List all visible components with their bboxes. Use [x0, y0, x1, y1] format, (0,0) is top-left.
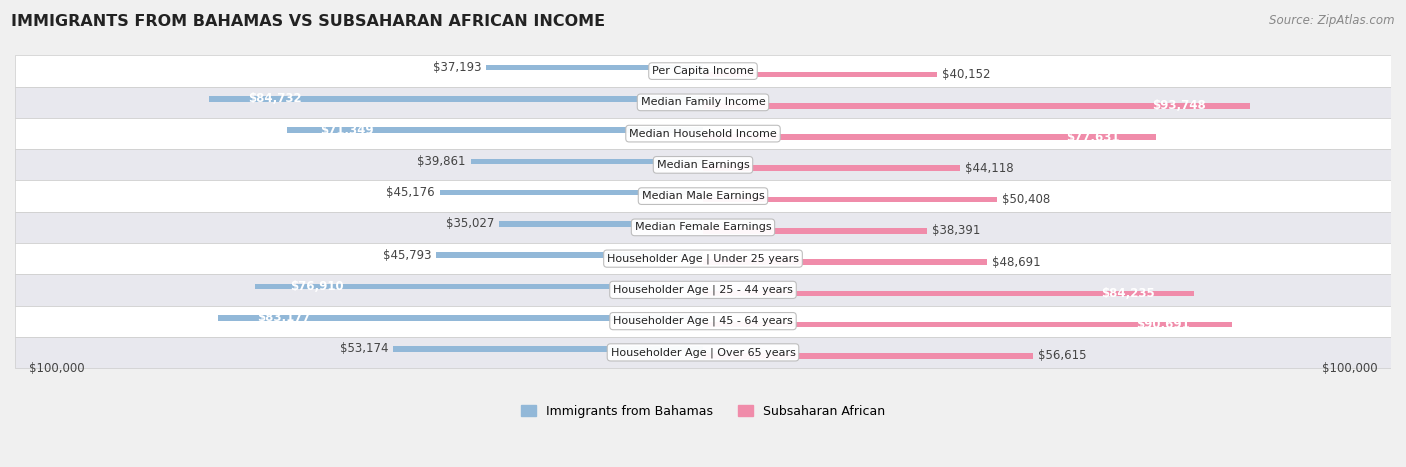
Bar	[703, 259, 987, 265]
Bar	[15, 87, 1391, 118]
Bar	[436, 252, 703, 258]
Text: Median Household Income: Median Household Income	[628, 128, 778, 139]
Bar	[703, 165, 960, 171]
Bar	[15, 149, 1391, 180]
Text: $84,732: $84,732	[249, 92, 302, 106]
Text: Householder Age | 25 - 44 years: Householder Age | 25 - 44 years	[613, 284, 793, 295]
Text: $100,000: $100,000	[1322, 362, 1378, 375]
Text: $90,691: $90,691	[1136, 318, 1189, 331]
Bar	[703, 353, 1033, 359]
Bar	[703, 228, 927, 234]
Text: $40,152: $40,152	[942, 68, 990, 81]
Bar	[218, 315, 703, 320]
Bar	[703, 197, 997, 202]
Legend: Immigrants from Bahamas, Subsaharan African: Immigrants from Bahamas, Subsaharan Afri…	[522, 405, 884, 417]
Bar	[703, 72, 938, 78]
Bar	[486, 65, 703, 71]
Text: Per Capita Income: Per Capita Income	[652, 66, 754, 76]
Bar	[703, 290, 1194, 296]
Bar	[15, 118, 1391, 149]
Bar	[15, 274, 1391, 305]
Bar	[15, 305, 1391, 337]
Bar	[15, 212, 1391, 243]
Bar	[15, 56, 1391, 87]
Text: $38,391: $38,391	[932, 224, 980, 237]
Text: $71,349: $71,349	[321, 124, 374, 137]
Text: $53,174: $53,174	[340, 342, 388, 355]
Text: Median Male Earnings: Median Male Earnings	[641, 191, 765, 201]
Text: $100,000: $100,000	[28, 362, 84, 375]
Text: $37,193: $37,193	[433, 61, 481, 74]
Text: $44,118: $44,118	[965, 162, 1014, 175]
Text: $93,748: $93,748	[1152, 99, 1206, 112]
Bar	[440, 190, 703, 196]
Text: $35,027: $35,027	[446, 218, 494, 230]
Text: $83,177: $83,177	[257, 311, 311, 324]
Text: $77,631: $77,631	[1066, 131, 1119, 143]
Text: $84,235: $84,235	[1101, 287, 1154, 300]
Text: $45,176: $45,176	[387, 186, 434, 199]
Text: $39,861: $39,861	[418, 155, 465, 168]
Text: $76,910: $76,910	[291, 280, 344, 293]
Bar	[287, 127, 703, 133]
Bar	[15, 337, 1391, 368]
Bar	[15, 180, 1391, 212]
Bar	[703, 322, 1232, 327]
Text: Median Earnings: Median Earnings	[657, 160, 749, 170]
Bar	[209, 96, 703, 102]
Bar	[15, 243, 1391, 274]
Text: Householder Age | Over 65 years: Householder Age | Over 65 years	[610, 347, 796, 358]
Text: $56,615: $56,615	[1038, 349, 1087, 362]
Text: Source: ZipAtlas.com: Source: ZipAtlas.com	[1270, 14, 1395, 27]
Text: IMMIGRANTS FROM BAHAMAS VS SUBSAHARAN AFRICAN INCOME: IMMIGRANTS FROM BAHAMAS VS SUBSAHARAN AF…	[11, 14, 606, 29]
Bar	[703, 134, 1156, 140]
Bar	[703, 103, 1250, 109]
Text: Householder Age | 45 - 64 years: Householder Age | 45 - 64 years	[613, 316, 793, 326]
Bar	[392, 346, 703, 352]
Text: $50,408: $50,408	[1001, 193, 1050, 206]
Text: Median Female Earnings: Median Female Earnings	[634, 222, 772, 233]
Text: $45,793: $45,793	[382, 249, 432, 262]
Text: Householder Age | Under 25 years: Householder Age | Under 25 years	[607, 254, 799, 264]
Bar	[254, 283, 703, 289]
Bar	[499, 221, 703, 227]
Text: $48,691: $48,691	[991, 255, 1040, 269]
Text: Median Family Income: Median Family Income	[641, 97, 765, 107]
Bar	[471, 159, 703, 164]
